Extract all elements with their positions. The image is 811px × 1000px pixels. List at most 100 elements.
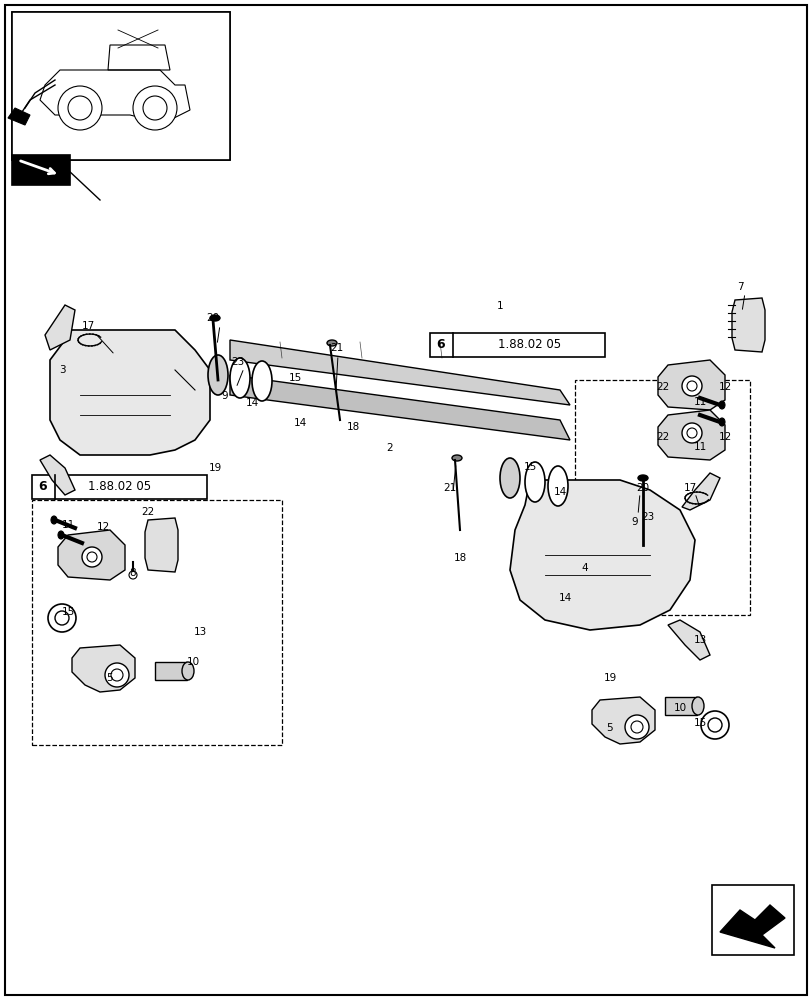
Text: 6: 6 <box>436 338 444 352</box>
Circle shape <box>58 86 102 130</box>
Circle shape <box>48 604 76 632</box>
Text: 19: 19 <box>603 673 616 683</box>
Polygon shape <box>719 905 784 948</box>
Circle shape <box>133 86 177 130</box>
Bar <box>12 155 70 185</box>
Circle shape <box>707 718 721 732</box>
Ellipse shape <box>51 516 57 524</box>
Text: 2: 2 <box>386 443 393 453</box>
Text: 11: 11 <box>62 520 75 530</box>
Text: 20: 20 <box>206 313 219 323</box>
Bar <box>32 500 281 745</box>
Bar <box>664 697 696 715</box>
Bar <box>574 380 749 615</box>
Text: 5: 5 <box>106 673 114 683</box>
Circle shape <box>55 611 69 625</box>
Ellipse shape <box>230 358 250 398</box>
Text: 1.88.02 05: 1.88.02 05 <box>88 481 152 493</box>
Ellipse shape <box>208 355 228 395</box>
Ellipse shape <box>547 466 568 506</box>
Text: 13: 13 <box>693 635 706 645</box>
Circle shape <box>143 96 167 120</box>
Text: 18: 18 <box>453 553 466 563</box>
Polygon shape <box>145 518 178 572</box>
Circle shape <box>681 423 702 443</box>
Polygon shape <box>731 298 764 352</box>
Text: 10: 10 <box>187 657 200 667</box>
Text: 19: 19 <box>208 463 221 473</box>
Circle shape <box>105 663 129 687</box>
Text: 12: 12 <box>718 382 731 392</box>
Polygon shape <box>657 360 724 410</box>
Text: 12: 12 <box>97 522 109 532</box>
Polygon shape <box>40 455 75 495</box>
Ellipse shape <box>525 462 544 502</box>
Text: 17: 17 <box>683 483 696 493</box>
Text: 17: 17 <box>81 321 95 331</box>
Text: 3: 3 <box>58 365 65 375</box>
Bar <box>32 475 207 499</box>
Circle shape <box>686 428 696 438</box>
Text: 14: 14 <box>558 593 571 603</box>
Circle shape <box>681 376 702 396</box>
Polygon shape <box>681 473 719 510</box>
Text: 15: 15 <box>523 462 536 472</box>
Ellipse shape <box>327 340 337 346</box>
Ellipse shape <box>718 401 724 409</box>
Circle shape <box>68 96 92 120</box>
Text: 22: 22 <box>141 507 154 517</box>
Text: 18: 18 <box>346 422 359 432</box>
Polygon shape <box>591 697 654 744</box>
Text: 14: 14 <box>293 418 307 428</box>
Ellipse shape <box>637 475 647 481</box>
Circle shape <box>87 552 97 562</box>
Circle shape <box>630 721 642 733</box>
Polygon shape <box>230 375 569 440</box>
Circle shape <box>111 669 122 681</box>
Text: 23: 23 <box>641 512 654 522</box>
Circle shape <box>82 547 102 567</box>
Text: 11: 11 <box>693 397 706 407</box>
Bar <box>711 885 793 955</box>
Text: 5: 5 <box>606 723 612 733</box>
Ellipse shape <box>500 458 519 498</box>
Text: 14: 14 <box>552 487 566 497</box>
Text: 10: 10 <box>672 703 686 713</box>
Text: 11: 11 <box>693 442 706 452</box>
Polygon shape <box>509 480 694 630</box>
Ellipse shape <box>718 418 724 426</box>
Text: 12: 12 <box>718 432 731 442</box>
Circle shape <box>129 571 137 579</box>
Ellipse shape <box>58 531 64 539</box>
Polygon shape <box>8 108 30 125</box>
Polygon shape <box>72 645 135 692</box>
Bar <box>12 12 230 160</box>
Text: 23: 23 <box>231 357 244 367</box>
Text: 7: 7 <box>736 282 742 292</box>
Circle shape <box>686 381 696 391</box>
Circle shape <box>700 711 728 739</box>
Text: 15: 15 <box>288 373 301 383</box>
Polygon shape <box>50 330 210 455</box>
Text: 21: 21 <box>330 343 343 353</box>
Text: 21: 21 <box>443 483 456 493</box>
Text: 15: 15 <box>693 718 706 728</box>
Text: 13: 13 <box>193 627 206 637</box>
Text: 14: 14 <box>245 398 259 408</box>
Bar <box>155 662 187 680</box>
Circle shape <box>624 715 648 739</box>
Ellipse shape <box>210 315 220 321</box>
Polygon shape <box>58 530 125 580</box>
Polygon shape <box>667 620 709 660</box>
Text: 22: 22 <box>655 382 669 392</box>
Bar <box>430 333 604 357</box>
Ellipse shape <box>251 361 272 401</box>
Text: 15: 15 <box>62 607 75 617</box>
Text: 1: 1 <box>496 301 503 311</box>
Polygon shape <box>657 410 724 460</box>
Text: 4: 4 <box>581 563 588 573</box>
Text: 20: 20 <box>636 483 649 493</box>
Bar <box>12 12 230 160</box>
Ellipse shape <box>452 455 461 461</box>
Text: 8: 8 <box>130 568 136 578</box>
